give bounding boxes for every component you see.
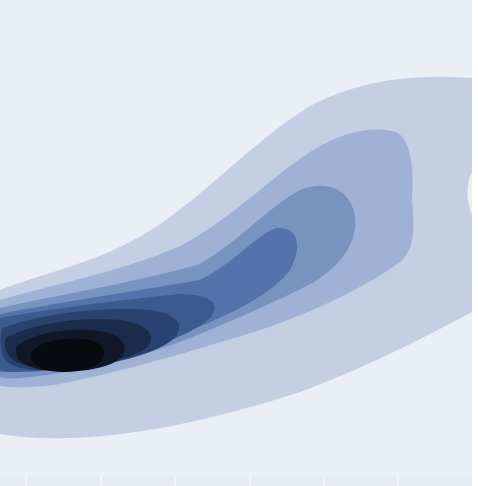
contour-level-9 — [30, 338, 105, 372]
x-axis-strip — [0, 476, 472, 486]
contour-layers — [0, 76, 472, 439]
x-axis-gridlines — [0, 476, 472, 486]
contour-edge-fragment — [467, 172, 472, 214]
